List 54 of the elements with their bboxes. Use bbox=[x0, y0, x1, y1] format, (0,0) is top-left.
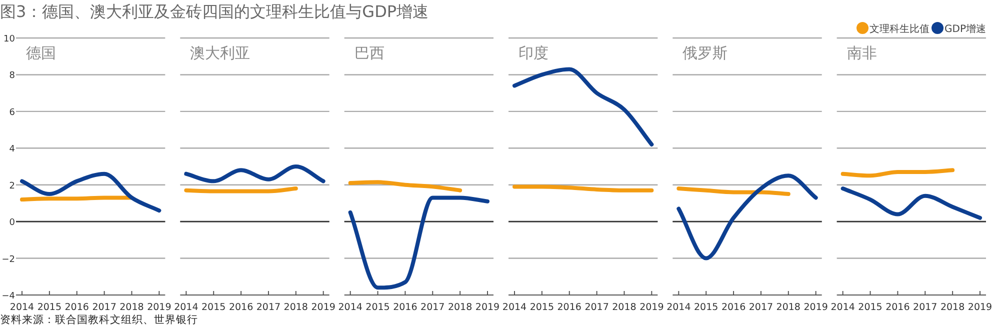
caption: 图3：德国、澳大利亚及金砖四国的文理科生比值与GDP增速 bbox=[0, 2, 429, 21]
x-tick-label: 2017 bbox=[748, 302, 774, 313]
chart-title: 巴西 bbox=[354, 44, 384, 62]
x-tick-label: 2018 bbox=[776, 302, 800, 313]
x-tick-label: 2015 bbox=[530, 302, 554, 313]
x-tick-label: 2014 bbox=[10, 302, 34, 313]
x-tick-label: 2016 bbox=[886, 302, 910, 313]
text: 资料来源：联合国教科文组织、世界银行 bbox=[0, 313, 198, 326]
y-tick-label: 4 bbox=[9, 144, 16, 155]
x-tick-label: 2017 bbox=[92, 302, 116, 313]
x-tick-label: 2016 bbox=[228, 302, 254, 313]
x-tick-label: 2019 bbox=[640, 302, 664, 313]
chart-title: 澳大利亚 bbox=[190, 44, 250, 62]
legend-label: GDP增速 bbox=[944, 23, 986, 35]
x-tick-label: 2017 bbox=[256, 302, 281, 313]
y-tick-label: −4 bbox=[2, 292, 16, 302]
chart-title: 印度 bbox=[518, 44, 548, 62]
y-tick-label: 6 bbox=[9, 108, 16, 118]
x-tick-label: 2016 bbox=[393, 302, 418, 313]
x-tick-label: 2019 bbox=[475, 302, 500, 313]
x-tick-label: 2019 bbox=[147, 302, 172, 313]
x-tick-label: 2015 bbox=[366, 302, 390, 313]
x-tick-label: 2018 bbox=[448, 302, 472, 313]
x-tick-label: 2014 bbox=[174, 302, 198, 313]
x-tick-label: 2018 bbox=[120, 302, 144, 313]
x-tick-label: 2015 bbox=[694, 302, 718, 313]
x-tick-label: 2018 bbox=[940, 302, 965, 313]
x-tick-label: 2019 bbox=[311, 302, 336, 313]
x-tick-label: 2019 bbox=[804, 302, 828, 313]
legend-label: 文理科生比值 bbox=[870, 23, 930, 35]
x-tick-label: 2017 bbox=[584, 302, 609, 313]
x-tick-label: 2018 bbox=[612, 302, 636, 313]
x-tick-label: 2015 bbox=[37, 302, 62, 313]
y-tick-label: 2 bbox=[9, 181, 15, 192]
y-tick-label: 10 bbox=[4, 34, 16, 44]
x-tick-label: 2016 bbox=[557, 302, 582, 313]
chart-title: 俄罗斯 bbox=[682, 44, 728, 62]
x-tick-label: 2016 bbox=[64, 302, 89, 313]
x-tick-label: 2014 bbox=[830, 302, 855, 313]
x-tick-label: 2018 bbox=[284, 302, 308, 313]
y-tick-label: −2 bbox=[2, 254, 15, 265]
x-tick-label: 2017 bbox=[420, 302, 445, 313]
x-tick-label: 2014 bbox=[666, 302, 691, 313]
chart-title: 德国 bbox=[26, 44, 56, 62]
x-tick-label: 2014 bbox=[502, 302, 527, 313]
chart-title: 南非 bbox=[846, 44, 877, 62]
x-tick-label: 2019 bbox=[968, 302, 992, 313]
x-tick-label: 2017 bbox=[913, 302, 938, 313]
x-tick-label: 2014 bbox=[338, 302, 362, 313]
x-tick-label: 2016 bbox=[721, 302, 746, 313]
y-tick-label: 8 bbox=[9, 71, 16, 82]
x-tick-label: 2015 bbox=[858, 302, 882, 313]
y-tick-label: 0 bbox=[9, 218, 16, 228]
x-tick-label: 2015 bbox=[202, 302, 226, 313]
